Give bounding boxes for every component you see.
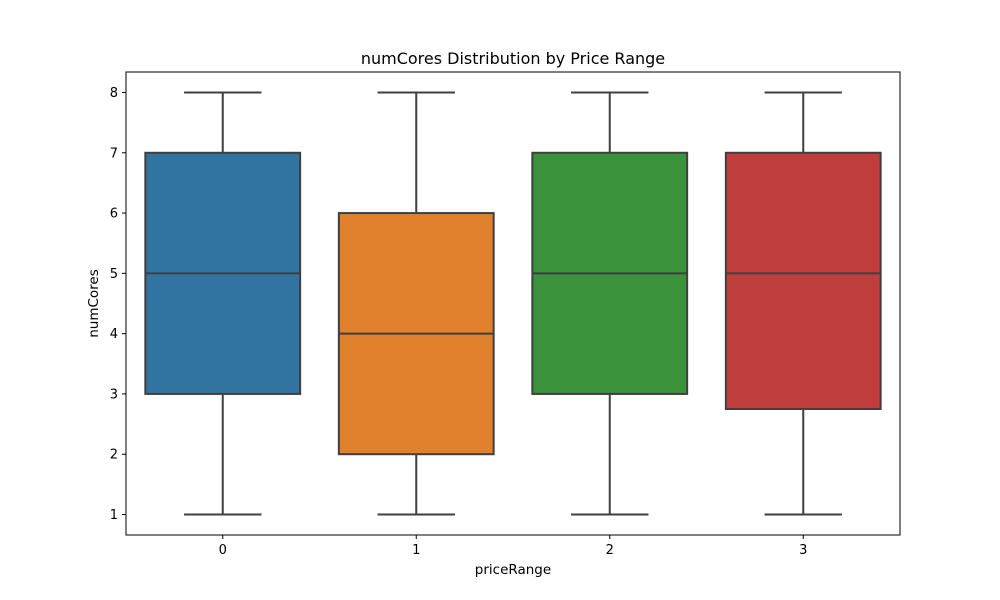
y-tick-label: 2 <box>110 448 118 463</box>
x-axis-ticks: 0 1 2 3 <box>219 535 807 558</box>
box-group-1 <box>337 91 495 516</box>
y-tick-label: 3 <box>110 387 118 402</box>
y-tick-label: 4 <box>110 327 118 342</box>
x-tick-label: 3 <box>799 543 807 558</box>
y-axis-ticks: 1 2 3 4 5 6 7 8 <box>110 86 126 523</box>
x-tick-label: 0 <box>219 543 227 558</box>
chart-title: numCores Distribution by Price Range <box>361 49 665 68</box>
x-tick-label: 2 <box>606 543 614 558</box>
x-axis-label: priceRange <box>475 562 551 578</box>
y-axis-label: numCores <box>86 269 102 338</box>
box-group-0 <box>144 91 302 516</box>
plot-area <box>144 91 882 516</box>
axes-frame <box>125 71 901 536</box>
y-tick-label: 8 <box>110 86 118 101</box>
x-tick-label: 1 <box>412 543 420 558</box>
y-tick-label: 7 <box>110 146 118 161</box>
box-group-3 <box>724 91 882 516</box>
iqr-box <box>724 151 882 411</box>
box-group-2 <box>531 91 689 516</box>
y-tick-label: 6 <box>110 207 118 222</box>
y-tick-label: 5 <box>110 267 118 282</box>
y-tick-label: 1 <box>110 508 118 523</box>
